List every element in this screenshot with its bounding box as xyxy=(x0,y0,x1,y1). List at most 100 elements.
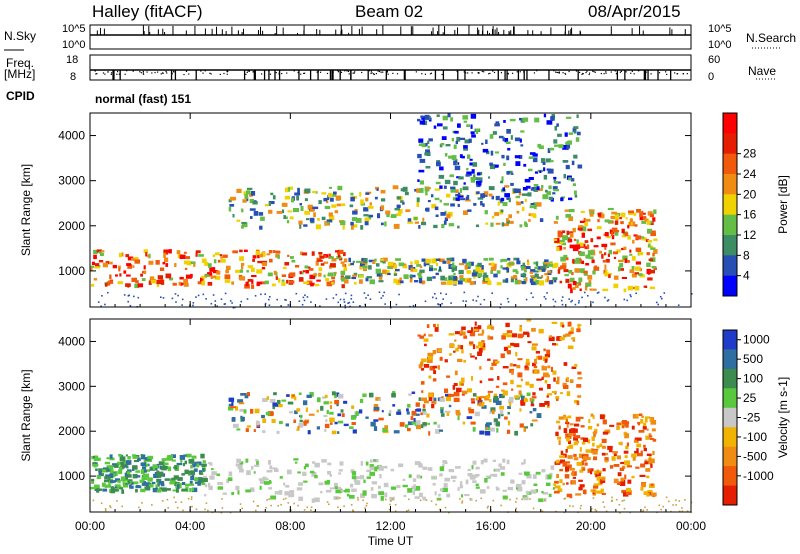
nave-dot xyxy=(186,70,188,72)
echo-cell xyxy=(611,456,616,461)
echo-cell xyxy=(266,396,269,400)
echo-cell xyxy=(528,177,534,180)
ground-speck xyxy=(553,305,555,308)
ground-speck xyxy=(571,299,573,302)
echo-cell xyxy=(93,249,98,255)
echo-cell xyxy=(545,278,548,283)
echo-cell xyxy=(214,275,221,280)
echo-cell xyxy=(626,465,632,468)
echo-cell xyxy=(415,420,421,425)
echo-cell xyxy=(648,243,651,248)
echo-cell xyxy=(616,455,621,460)
ground-speck xyxy=(220,511,223,514)
echo-cell xyxy=(646,428,649,431)
echo-cell xyxy=(243,409,247,414)
echo-cell xyxy=(529,397,532,402)
echo-cell xyxy=(165,273,172,279)
echo-cell xyxy=(429,265,433,270)
ground-speck xyxy=(284,298,286,301)
echo-cell xyxy=(256,425,260,428)
echo-cell xyxy=(532,343,538,346)
echo-cell xyxy=(647,211,653,216)
echo-cell xyxy=(327,192,333,198)
echo-cell xyxy=(472,269,479,275)
echo-cell xyxy=(340,270,346,276)
echo-cell xyxy=(398,262,405,267)
echo-cell xyxy=(604,457,609,462)
echo-cell xyxy=(435,272,439,276)
echo-cell xyxy=(302,252,308,256)
echo-cell xyxy=(636,448,639,453)
echo-cell xyxy=(188,483,194,486)
echo-cell xyxy=(118,466,123,471)
echo-cell xyxy=(584,218,591,222)
echo-cell xyxy=(275,275,278,280)
echo-cell xyxy=(454,165,461,171)
echo-cell xyxy=(253,429,256,432)
ground-speck xyxy=(435,297,438,300)
echo-cell xyxy=(595,473,598,478)
echo-cell xyxy=(329,401,333,404)
nave-dot xyxy=(160,73,162,75)
nave-dot xyxy=(375,72,377,75)
echo-cell xyxy=(631,453,637,458)
echo-cell xyxy=(260,216,265,221)
echo-cell xyxy=(653,238,658,241)
echo-cell xyxy=(502,137,505,142)
nave-dot xyxy=(151,72,153,74)
freq-label: Freq. xyxy=(6,56,35,70)
nave-dot xyxy=(516,71,518,73)
echo-cell xyxy=(564,274,569,277)
echo-cell xyxy=(563,269,569,273)
echo-cell xyxy=(641,220,647,224)
echo-cell xyxy=(494,212,500,216)
echo-cell xyxy=(406,408,409,412)
echo-cell xyxy=(181,473,185,476)
echo-cell xyxy=(313,212,316,218)
echo-cell xyxy=(135,470,141,473)
ground-speck xyxy=(554,300,557,303)
echo-cell xyxy=(501,258,507,262)
echo-cell xyxy=(374,258,377,262)
echo-cell xyxy=(431,401,434,404)
ground-speck xyxy=(552,298,555,301)
colorbar-label: Velocity [m s-1] xyxy=(776,377,790,458)
echo-cell xyxy=(190,261,196,264)
echo-cell xyxy=(417,272,422,276)
echo-cell xyxy=(645,435,649,440)
x-axis-label: Time UT xyxy=(368,534,414,548)
nave-dot xyxy=(385,72,388,74)
nave-dot xyxy=(373,73,375,76)
echo-cell xyxy=(439,356,443,361)
echo-cell xyxy=(624,436,629,439)
echo-cell xyxy=(337,185,343,191)
ground-speck xyxy=(657,303,659,306)
echo-cell xyxy=(252,201,258,205)
ground-speck xyxy=(231,302,233,304)
echo-cell xyxy=(534,171,539,174)
ground-speck xyxy=(439,303,441,306)
echo-cell xyxy=(549,160,554,163)
echo-cell xyxy=(140,488,146,493)
echo-cell xyxy=(324,423,330,429)
echo-cell xyxy=(566,230,570,235)
echo-cell xyxy=(145,482,151,487)
ground-speck xyxy=(104,508,107,510)
echo-cell xyxy=(472,393,477,397)
nave-dot xyxy=(162,72,164,74)
echo-cell xyxy=(548,493,552,498)
echo-cell xyxy=(497,376,500,381)
echo-cell xyxy=(573,126,579,129)
ground-speck xyxy=(92,499,95,502)
echo-cell xyxy=(604,264,607,270)
echo-cell xyxy=(506,334,513,338)
echo-cell xyxy=(351,225,354,230)
echo-cell xyxy=(333,482,338,488)
echo-cell xyxy=(331,204,337,208)
nave-dot xyxy=(371,72,373,74)
echo-cell xyxy=(625,445,629,450)
echo-cell xyxy=(619,467,625,471)
colorbar-tick-label: -25 xyxy=(743,411,761,425)
echo-cell xyxy=(289,272,296,277)
echo-cell xyxy=(314,474,318,479)
